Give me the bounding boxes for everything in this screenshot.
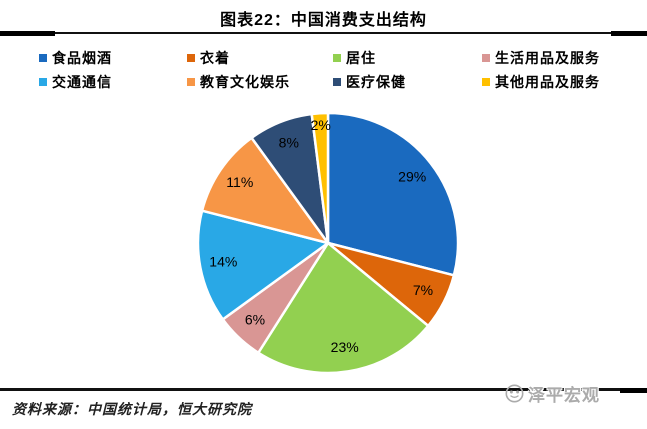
legend-item-3: 居住 [333,48,482,68]
zeping-macro-logo-icon [505,384,524,403]
legend-label: 居住 [346,50,376,66]
legend-marker-icon [39,78,47,86]
legend-label: 交通通信 [52,74,112,90]
legend-label: 衣着 [200,50,230,66]
pie-data-label: 14% [209,254,237,270]
legend-item-1: 食品烟酒 [39,48,187,68]
pie-data-label: 6% [245,311,265,327]
legend-label: 其他用品及服务 [495,74,600,90]
legend-marker-icon [187,78,195,86]
legend-item-7: 医疗保健 [333,72,482,92]
pie-slice-3 [257,241,430,375]
legend-item-6: 教育文化娱乐 [187,72,333,92]
legend-marker-icon [187,54,195,62]
chart-title: 图表22：中国消费支出结构 [220,12,427,29]
pie-slice-5 [196,209,330,321]
pie-slice-6 [200,136,330,245]
legend-marker-icon [482,78,490,86]
bottom-rule-right-cap [620,388,647,393]
legend: 食品烟酒 衣着 居住 生活用品及服务交通通信 教育文化娱乐 医疗保健 其他用品及服务 [39,46,639,94]
legend-item-4: 生活用品及服务 [482,48,639,68]
top-rule-left-cap [0,30,55,36]
legend-marker-icon [333,78,341,86]
legend-item-5: 交通通信 [39,72,187,92]
legend-item-2: 衣着 [187,48,333,68]
pie-data-label: 7% [413,282,433,298]
legend-marker-icon [482,54,490,62]
legend-item-8: 其他用品及服务 [482,72,639,92]
pie-data-label: 8% [279,135,299,151]
legend-label: 教育文化娱乐 [200,74,290,90]
legend-label: 医疗保健 [346,74,406,90]
pie-data-label: 23% [331,339,359,355]
bottom-rule [0,388,647,392]
pie-data-label: 2% [311,117,331,133]
watermark-label: 泽平宏观 [528,386,600,405]
pie-data-label: 11% [226,174,253,190]
pie-data-label: 29% [398,168,426,184]
pie-slice-8 [310,111,330,245]
legend-label: 食品烟酒 [52,50,112,66]
source-note: 资料来源：中国统计局，恒大研究院 [12,402,252,418]
top-rule-right-cap [611,30,647,36]
pie-slice-1 [326,111,460,277]
legend-label: 生活用品及服务 [495,50,600,66]
legend-marker-icon [39,54,47,62]
top-rule [0,32,647,35]
legend-marker-icon [333,54,341,62]
watermark: 泽平宏观 [504,381,600,406]
